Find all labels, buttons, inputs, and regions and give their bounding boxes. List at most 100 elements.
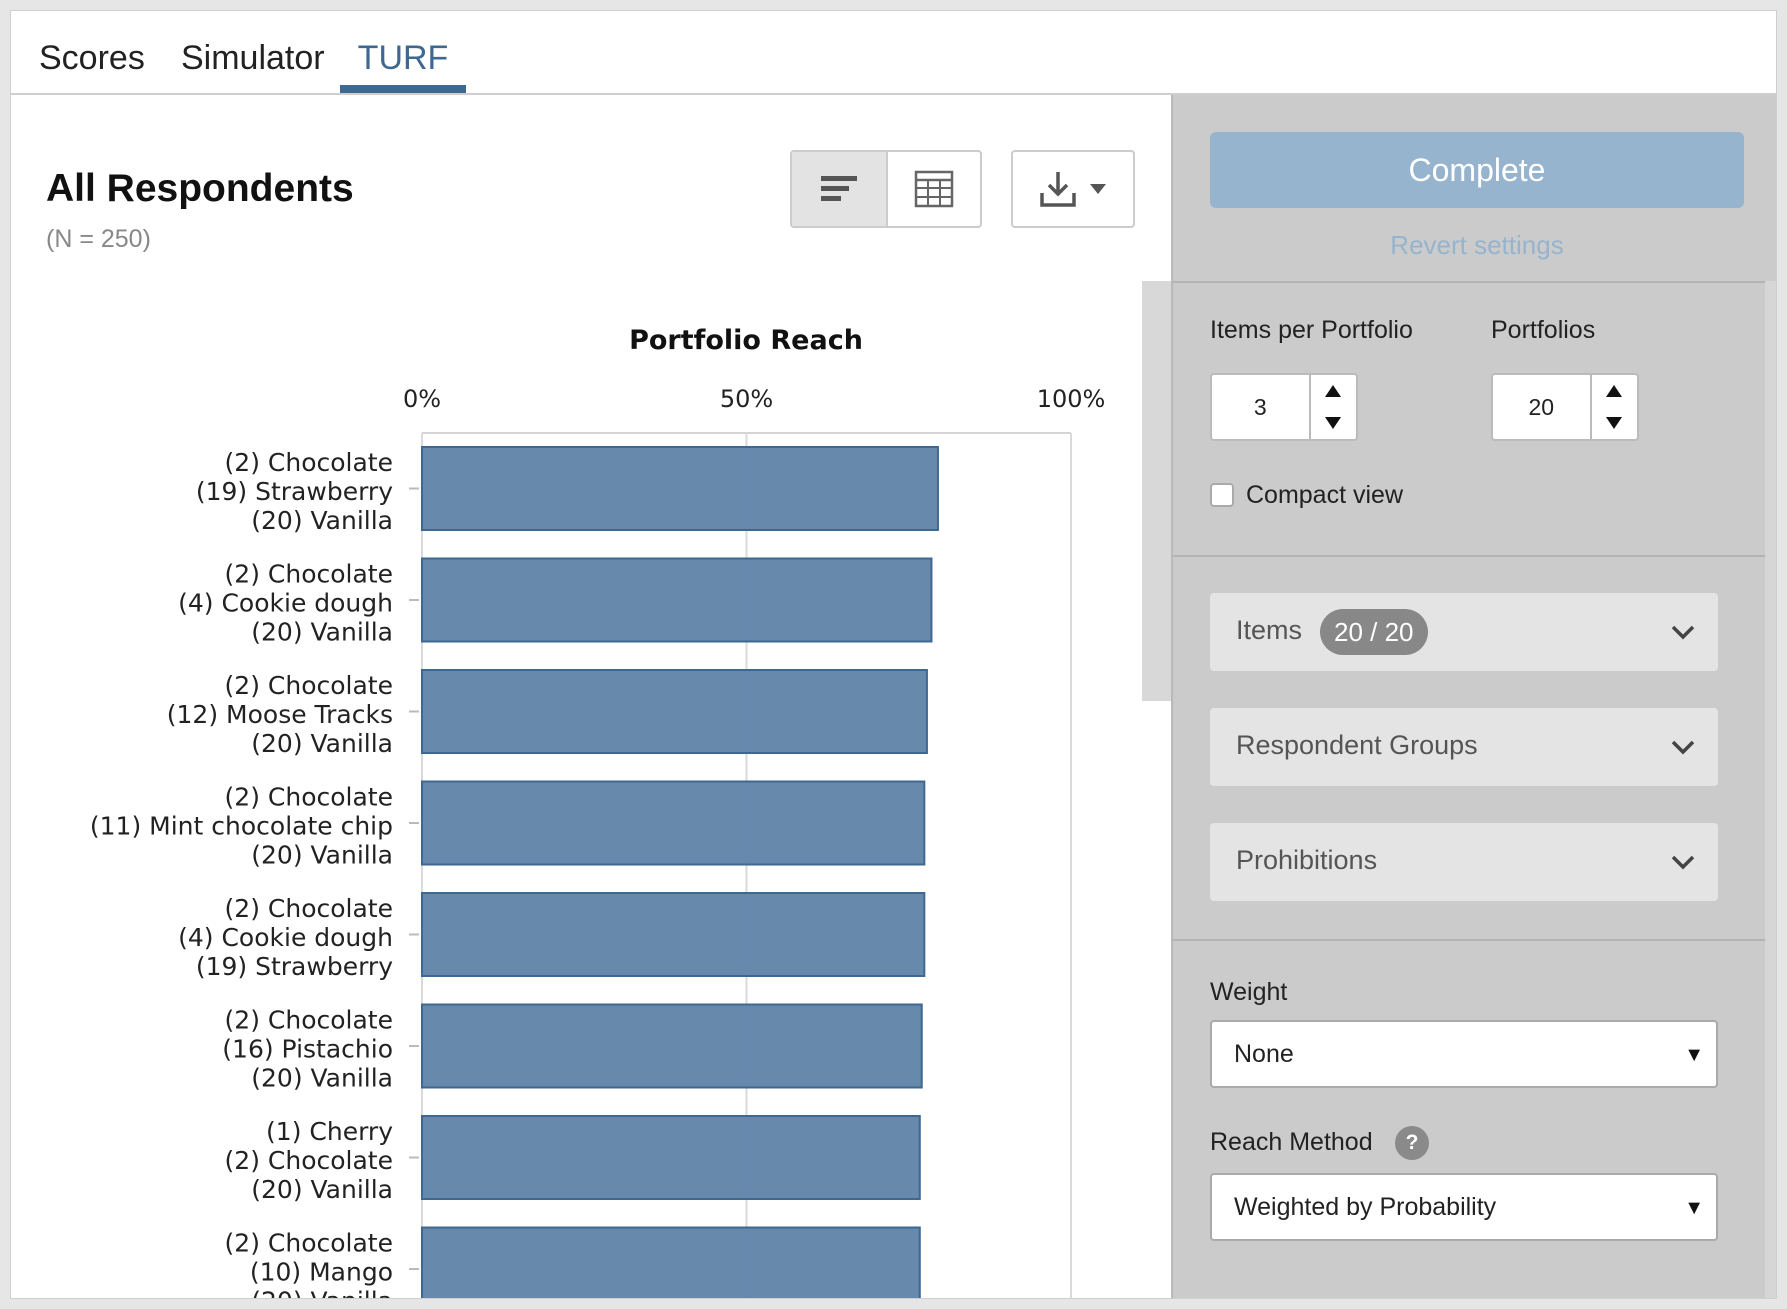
category-label-line: (12) Moose Tracks xyxy=(167,700,393,729)
category-label-line: (4) Cookie dough xyxy=(178,589,393,618)
bar-chart-icon xyxy=(821,176,857,201)
x-tick-label: 0% xyxy=(403,385,441,413)
tab-bar: Scores Simulator TURF xyxy=(11,11,1776,95)
category-label-line: (2) Chocolate xyxy=(225,671,393,700)
category-label-line: (20) Vanilla xyxy=(251,841,393,870)
prohibitions-label: Prohibitions xyxy=(1236,845,1378,875)
items-accordion[interactable]: Items 20 / 20 xyxy=(1210,593,1718,671)
dropdown-arrow-icon: ▼ xyxy=(1684,1197,1704,1219)
category-label-line: (1) Cherry xyxy=(266,1117,393,1146)
prohibitions-accordion[interactable]: Prohibitions xyxy=(1210,823,1718,901)
table-view-button[interactable] xyxy=(886,152,980,226)
increment-arrow-icon[interactable] xyxy=(1311,375,1356,407)
respondent-groups-accordion[interactable]: Respondent Groups xyxy=(1210,708,1718,786)
divider xyxy=(1173,555,1776,557)
bar[interactable] xyxy=(421,892,926,977)
sidebar-scrollbar[interactable] xyxy=(1765,281,1776,1298)
category-label: (2) Chocolate (11) Mint chocolate chip (20… xyxy=(90,783,393,870)
tab-scores[interactable]: Scores xyxy=(39,39,145,77)
complete-button[interactable]: Complete xyxy=(1210,132,1744,208)
category-label-line: (4) Cookie dough xyxy=(178,923,393,952)
chart-view-button[interactable] xyxy=(792,152,886,226)
items-per-portfolio-value[interactable]: 3 xyxy=(1212,375,1311,439)
export-menu xyxy=(1011,150,1135,228)
page-title: All Respondents xyxy=(46,167,354,210)
bar[interactable] xyxy=(421,1115,921,1200)
items-accordion-label: Items xyxy=(1236,615,1303,645)
category-label-line: (11) Mint chocolate chip xyxy=(90,812,393,841)
category-label: (2) Chocolate (12) Moose Tracks (20) Vanil… xyxy=(167,671,393,758)
caret-down-icon xyxy=(1090,184,1106,194)
category-label-line: (20) Vanilla xyxy=(251,506,393,535)
decrement-arrow-icon[interactable] xyxy=(1592,407,1637,439)
category-label-line: (20) Vanilla xyxy=(251,1064,393,1093)
chart-title: Portfolio Reach xyxy=(629,325,863,356)
category-label-line: (2) Chocolate xyxy=(225,1006,393,1035)
category-label-line: (19) Strawberry xyxy=(196,477,393,506)
items-per-portfolio-label: Items per Portfolio xyxy=(1210,316,1413,344)
decrement-arrow-icon[interactable] xyxy=(1311,407,1356,439)
category-label-line: (2) Chocolate xyxy=(225,1146,393,1175)
revert-settings-link[interactable]: Revert settings xyxy=(1390,230,1564,260)
chevron-down-icon xyxy=(1671,740,1695,755)
compact-view-label[interactable]: Compact view xyxy=(1246,481,1403,509)
x-tick-label: 100% xyxy=(1037,385,1106,413)
download-button[interactable] xyxy=(1013,152,1133,226)
category-label: (1) Cherry (2) Chocolate (20) Vanilla xyxy=(225,1117,394,1204)
category-label-line: (20) Vanilla xyxy=(251,729,393,758)
category-label-line: (20) Vanilla xyxy=(251,1175,393,1204)
bar[interactable] xyxy=(421,446,939,531)
tab-simulator[interactable]: Simulator xyxy=(181,39,325,77)
category-label-line: (2) Chocolate xyxy=(225,783,393,812)
portfolios-label: Portfolios xyxy=(1491,316,1596,344)
category-label-line: (20) Vanilla xyxy=(251,1287,393,1300)
category-label-line: (2) Chocolate xyxy=(225,448,393,477)
portfolio-reach-chart: Portfolio Reach 0% 50% 100% (2) Chocolate(… xyxy=(90,325,1106,1300)
category-label-line: (16) Pistachio xyxy=(222,1035,393,1064)
chevron-down-icon xyxy=(1671,625,1695,640)
category-label: (2) Chocolate (4) Cookie dough (20) Vanill… xyxy=(178,560,393,647)
weight-label: Weight xyxy=(1210,978,1288,1006)
reach-method-label: Reach Method xyxy=(1210,1128,1373,1156)
increment-arrow-icon[interactable] xyxy=(1592,375,1637,407)
category-label-line: (2) Chocolate xyxy=(225,894,393,923)
view-toggle xyxy=(790,150,982,228)
portfolios-stepper[interactable]: 20 xyxy=(1491,373,1639,441)
category-label-line: (10) Mango xyxy=(250,1258,393,1287)
category-label: (2) Chocolate (16) Pistachio (20) Vanilla xyxy=(222,1006,393,1093)
category-label-line: (19) Strawberry xyxy=(196,952,393,981)
bar[interactable] xyxy=(421,669,928,754)
reach-method-selected-value: Weighted by Probability xyxy=(1234,1193,1497,1221)
category-label-line: (2) Chocolate xyxy=(225,1229,393,1258)
compact-view-checkbox[interactable] xyxy=(1210,483,1234,507)
dropdown-arrow-icon: ▼ xyxy=(1684,1044,1704,1066)
category-label: (2) Chocolate (4) Cookie dough (19) Strawb… xyxy=(178,894,393,981)
weight-select[interactable]: None ▼ xyxy=(1210,1020,1718,1088)
bar[interactable] xyxy=(421,1003,923,1089)
category-label: (2) Chocolate(10) Mango(20) Vanilla xyxy=(225,1229,393,1300)
x-tick-label: 50% xyxy=(720,385,773,413)
items-count-badge: 20 / 20 xyxy=(1320,609,1428,655)
respondent-groups-label: Respondent Groups xyxy=(1236,730,1478,760)
help-icon[interactable]: ? xyxy=(1395,1126,1429,1160)
results-panel: All Respondents (N = 250) xyxy=(11,95,1171,1300)
bar[interactable] xyxy=(421,557,933,643)
bar[interactable] xyxy=(421,780,926,866)
category-label-line: (2) Chocolate xyxy=(225,560,393,589)
chart-scrollbar[interactable] xyxy=(1142,281,1171,701)
portfolios-value[interactable]: 20 xyxy=(1493,375,1592,439)
sample-size: (N = 250) xyxy=(46,225,151,253)
category-label: (2) Chocolate (19) Strawberry (20) Vanilla xyxy=(196,448,393,535)
turf-app: Scores Simulator TURF All Respondents (N… xyxy=(10,10,1777,1299)
bar[interactable] xyxy=(421,1226,921,1300)
tab-turf[interactable]: TURF xyxy=(340,31,466,93)
items-per-portfolio-stepper[interactable]: 3 xyxy=(1210,373,1358,441)
download-icon xyxy=(1040,172,1076,207)
reach-method-select[interactable]: Weighted by Probability ▼ xyxy=(1210,1173,1718,1241)
table-grid-icon xyxy=(914,170,954,208)
settings-sidebar: Complete Revert settings Items per Portf… xyxy=(1171,95,1776,1298)
divider xyxy=(1173,281,1776,283)
category-label-line: (20) Vanilla xyxy=(251,618,393,647)
divider xyxy=(1173,939,1776,941)
chevron-down-icon xyxy=(1671,855,1695,870)
